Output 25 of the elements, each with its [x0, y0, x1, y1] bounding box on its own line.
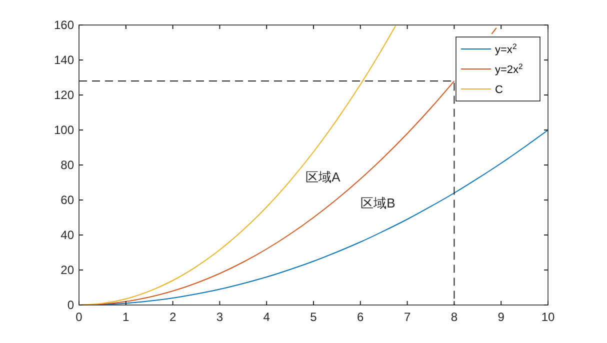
x-tick-label: 5 — [310, 310, 318, 324]
y-tick-label: 0 — [67, 298, 74, 312]
annotation: 区域B — [360, 195, 396, 210]
annotation: 区域A — [306, 169, 341, 184]
x-tick-label: 9 — [498, 310, 505, 324]
y-tick-label: 100 — [54, 123, 74, 137]
x-tick-label: 4 — [263, 310, 270, 324]
x-tick-label: 10 — [541, 310, 555, 324]
x-tick-label: 7 — [404, 310, 411, 324]
y-tick-label: 140 — [54, 53, 74, 67]
y-tick-label: 160 — [54, 18, 74, 32]
legend-label: C — [495, 84, 503, 96]
x-tick-label: 8 — [450, 310, 458, 324]
legend-label: y=2x$^{2}$ — [495, 62, 523, 76]
legend-label: y=x$^{2}$ — [495, 42, 517, 56]
x-tick-label: 0 — [76, 310, 83, 324]
x-tick-label: 3 — [216, 310, 224, 324]
y-tick-label: 120 — [54, 88, 74, 102]
x-tick-label: 1 — [122, 310, 130, 324]
x-tick-label: 6 — [357, 310, 364, 324]
y-tick-label: 40 — [60, 228, 74, 242]
y-tick-label: 20 — [60, 263, 74, 277]
x-tick-label: 2 — [169, 310, 176, 324]
y-tick-label: 60 — [60, 193, 74, 207]
y-tick-label: 80 — [60, 158, 74, 172]
